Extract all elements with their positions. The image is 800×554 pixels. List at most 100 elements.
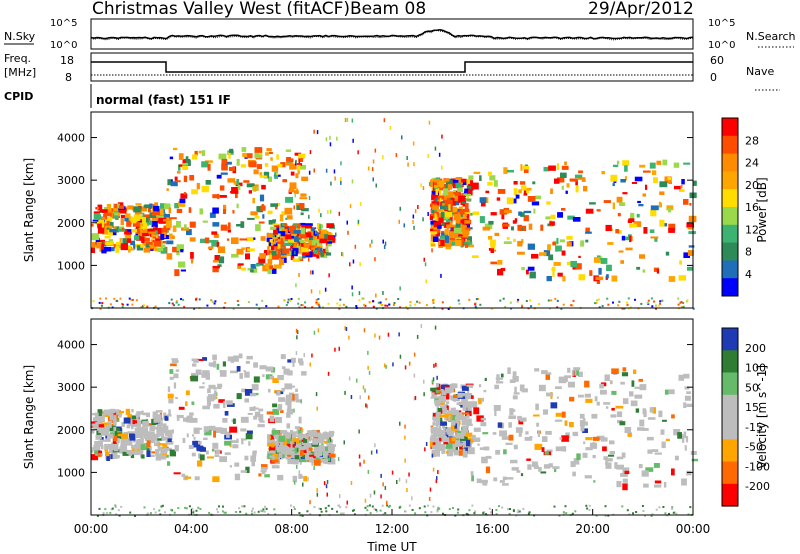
echo-cell <box>192 154 198 160</box>
echo-cell <box>113 426 117 432</box>
echo-cell <box>513 188 518 196</box>
echo-cell <box>298 256 302 260</box>
echo-cell <box>614 462 618 469</box>
echo-cell <box>294 393 299 401</box>
echo-cell <box>109 222 114 228</box>
scatter-cell <box>340 180 342 185</box>
echo-cell <box>686 470 692 476</box>
echo-cell <box>226 403 235 407</box>
scatter-cell <box>398 477 401 482</box>
echo-cell <box>167 393 174 399</box>
echo-cell <box>181 227 189 231</box>
echo-cell <box>524 436 533 441</box>
scatter-cell <box>436 476 438 481</box>
echo-cell <box>462 427 468 433</box>
ground-cell <box>553 505 556 508</box>
echo-cell <box>101 246 107 254</box>
echo-cell <box>616 464 624 470</box>
echo-cell <box>440 421 447 426</box>
scatter-cell <box>320 213 322 218</box>
echo-cell <box>268 250 271 255</box>
echo-cell <box>464 447 468 454</box>
echo-cell <box>182 163 191 166</box>
scatter-cell <box>396 480 398 484</box>
echo-cell <box>247 412 253 415</box>
ground-cell <box>247 301 250 304</box>
echo-cell <box>442 183 450 190</box>
scatter-cell <box>309 362 311 367</box>
echo-cell <box>310 438 317 441</box>
scatter-cell <box>436 375 438 380</box>
scatter-cell <box>371 167 374 172</box>
echo-cell <box>683 373 690 379</box>
echo-cell <box>294 236 298 243</box>
ground-cell <box>424 511 427 514</box>
ground-cell <box>659 300 662 303</box>
echo-cell <box>281 387 285 392</box>
echo-cell <box>231 253 239 258</box>
echo-cell <box>176 208 183 213</box>
echo-cell <box>458 420 461 425</box>
echo-cell <box>214 255 221 262</box>
echo-cell <box>258 221 265 224</box>
echo-cell <box>219 185 225 191</box>
echo-cell <box>589 270 593 276</box>
echo-cell <box>625 247 633 251</box>
ground-cell <box>98 507 101 510</box>
echo-cell <box>212 207 219 214</box>
echo-cell <box>450 424 458 431</box>
ground-cell <box>384 512 387 515</box>
x-tick-label: 20:00 <box>575 522 610 536</box>
echo-cell <box>217 193 220 199</box>
echo-cell <box>321 451 327 455</box>
echo-cell <box>460 213 463 217</box>
echo-cell <box>512 371 517 378</box>
nave-label: Nave <box>746 65 774 78</box>
echo-cell <box>106 220 110 227</box>
echo-cell <box>293 458 299 465</box>
ground-cell <box>571 304 574 307</box>
echo-cell <box>457 393 466 397</box>
echo-cell <box>241 438 244 445</box>
echo-cell <box>161 241 167 244</box>
echo-cell <box>454 423 457 429</box>
ground-cell <box>110 508 113 511</box>
ground-cell <box>650 297 653 300</box>
echo-cell <box>201 186 209 193</box>
ground-cell <box>635 511 638 513</box>
scatter-cell <box>351 118 354 123</box>
echo-cell <box>169 156 174 160</box>
ground-cell <box>509 508 511 510</box>
echo-cell <box>170 363 177 367</box>
ground-cell <box>154 511 157 514</box>
echo-cell <box>299 448 306 451</box>
echo-cell <box>251 459 255 467</box>
echo-cell <box>609 440 615 445</box>
echo-cell <box>447 450 453 457</box>
echo-cell <box>240 221 245 228</box>
scatter-cell <box>399 206 401 211</box>
echo-cell <box>301 225 306 230</box>
x-tick-label: 00:00 <box>74 522 109 536</box>
scatter-cell <box>362 385 365 390</box>
echo-cell <box>202 357 207 361</box>
echo-cell <box>430 387 438 392</box>
echo-cell <box>160 245 164 251</box>
echo-cell <box>250 455 256 462</box>
echo-cell <box>219 456 227 463</box>
echo-cell <box>300 193 307 197</box>
ground-cell <box>651 305 654 308</box>
echo-cell <box>482 226 491 231</box>
ground-cell <box>157 307 160 310</box>
ground-cell <box>432 302 435 304</box>
echo-cell <box>232 444 239 449</box>
echo-cell <box>166 188 169 191</box>
ground-cell <box>336 510 338 513</box>
echo-cell <box>692 180 697 186</box>
ground-cell <box>377 301 380 304</box>
echo-cell <box>178 153 184 160</box>
echo-cell <box>127 248 135 251</box>
scatter-cell <box>375 293 377 298</box>
scatter-cell <box>325 168 328 173</box>
echo-cell <box>583 185 588 192</box>
